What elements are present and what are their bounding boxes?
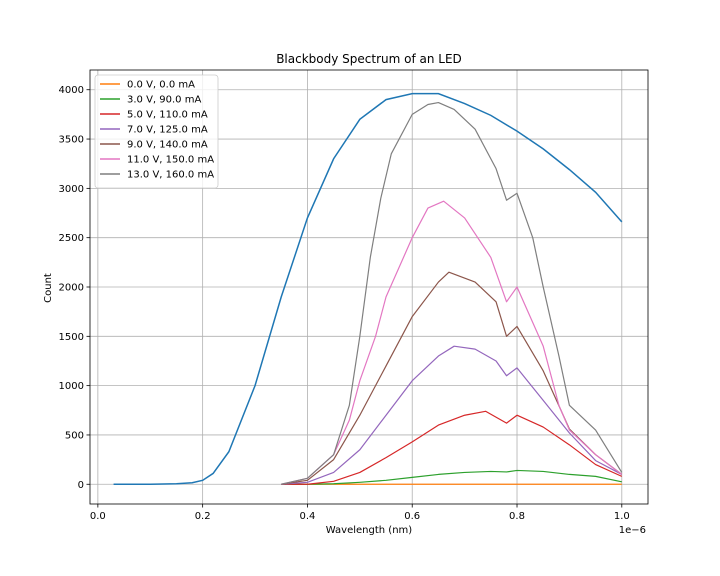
y-tick-label: 3000: [59, 184, 84, 195]
x-tick-label: 0.8: [509, 511, 525, 522]
legend-label: 5.0 V, 110.0 mA: [127, 110, 208, 121]
series-line-4: [281, 271, 623, 485]
x-tick-label: 0.2: [195, 511, 211, 522]
series-line-blackbody: [113, 92, 623, 486]
legend-label: 9.0 V, 140.0 mA: [127, 140, 208, 151]
y-tick-label: 2000: [59, 283, 84, 294]
series-line-1: [281, 469, 622, 485]
axis-ticks: 0.0 0.2 0.4 0.6 0.8 1.0 0 500 1000 1500 2000 2500 30…: [59, 85, 630, 522]
legend: 0.0 V, 0.0 mA 3.0 V, 90.0 mA 5.0 V, 110.0 …: [94, 74, 219, 189]
x-tick-label: 1.0: [614, 511, 630, 522]
y-tick-label: 1500: [59, 332, 84, 343]
series-line-5: [281, 200, 623, 485]
x-tick-label: 0.0: [90, 511, 106, 522]
x-tick-label: 0.4: [299, 511, 315, 522]
legend-label: 3.0 V, 90.0 mA: [127, 95, 201, 106]
legend-label: 11.0 V, 150.0 mA: [127, 155, 214, 166]
x-axis-offset-label: 1e−6: [619, 525, 646, 536]
series-line-3: [281, 345, 623, 485]
y-tick-label: 1000: [59, 381, 84, 392]
y-tick-label: 4000: [59, 85, 84, 96]
x-axis-label: Wavelength (nm): [326, 525, 412, 536]
y-axis-label: Count: [43, 273, 54, 303]
x-tick-label: 0.6: [404, 511, 420, 522]
legend-label: 0.0 V, 0.0 mA: [127, 80, 195, 91]
y-tick-label: 500: [65, 430, 84, 441]
legend-label: 7.0 V, 125.0 mA: [127, 125, 208, 136]
legend-box: [94, 74, 219, 189]
legend-label: 13.0 V, 160.0 mA: [127, 170, 214, 181]
chart-title: Blackbody Spectrum of an LED: [276, 52, 462, 66]
y-tick-label: 0: [78, 480, 84, 491]
y-tick-label: 3500: [59, 135, 84, 146]
series-line-2: [281, 410, 623, 485]
series-line-6: [281, 101, 623, 485]
y-tick-label: 2500: [59, 233, 84, 244]
plot-area: [113, 92, 623, 486]
